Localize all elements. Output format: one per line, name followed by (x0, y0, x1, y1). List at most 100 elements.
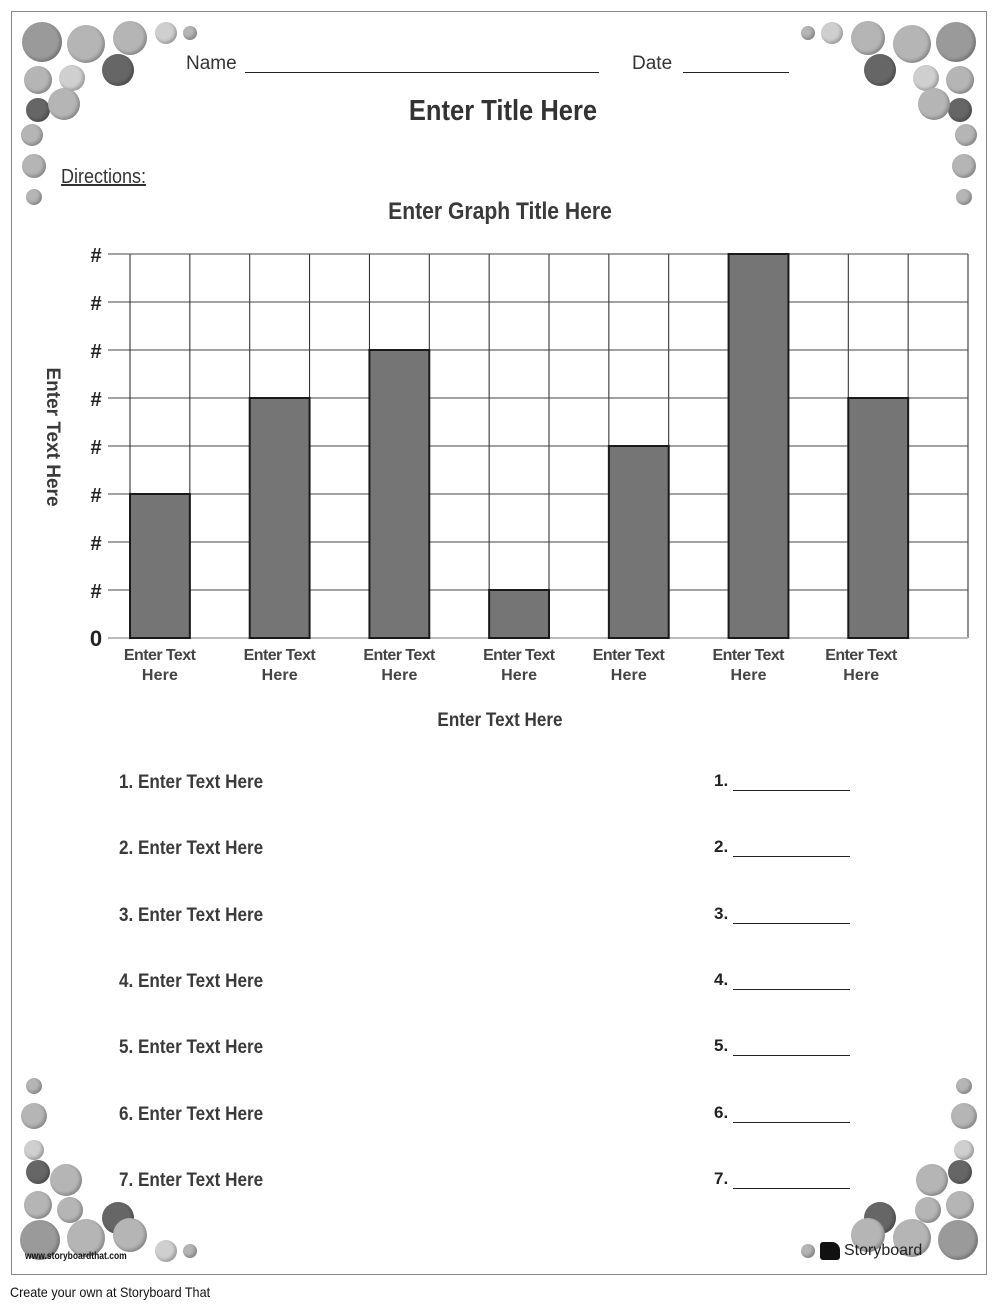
emoji-face-icon (915, 1197, 941, 1223)
y-tick-label: 0 (90, 626, 102, 651)
emoji-face-icon (21, 1103, 47, 1129)
emoji-face-icon (948, 98, 972, 122)
question-item: 2. Enter Text Here (119, 838, 264, 860)
x-tick-label: Here (843, 667, 879, 684)
emoji-face-icon (938, 1220, 978, 1260)
emoji-face-icon (113, 21, 147, 55)
question-item: 3. Enter Text Here (119, 904, 264, 926)
emoji-face-icon (954, 1140, 974, 1160)
emoji-face-icon (26, 1160, 50, 1184)
emoji-face-icon (893, 1219, 931, 1257)
emoji-face-icon (801, 1244, 815, 1258)
emoji-face-icon (26, 1078, 42, 1094)
emoji-face-icon (67, 1219, 105, 1257)
y-tick-label: # (90, 293, 101, 315)
emoji-face-icon (183, 26, 197, 40)
storyboard-logo: Storyboard (820, 1242, 922, 1260)
answer-number: 5. (714, 1036, 729, 1056)
bar (847, 397, 910, 639)
emoji-face-icon (57, 1197, 83, 1223)
emoji-face-icon (946, 1191, 974, 1219)
answer-field[interactable] (733, 856, 850, 858)
emoji-face-icon (24, 1191, 52, 1219)
emoji-face-icon (948, 1160, 972, 1184)
answer-field[interactable] (733, 922, 850, 924)
emoji-face-icon (918, 88, 950, 120)
answer-number: 2. (714, 837, 729, 857)
answer-field[interactable] (733, 1187, 850, 1189)
answer-field[interactable] (733, 1055, 850, 1057)
bar (368, 349, 431, 639)
emoji-face-icon (821, 22, 843, 44)
emoji-face-icon (951, 1103, 977, 1129)
emoji-face-icon (956, 189, 972, 205)
footer-link[interactable]: Create your own at Storyboard That (10, 1284, 211, 1300)
answer-number: 4. (714, 969, 729, 989)
emoji-face-icon (48, 88, 80, 120)
answer-number: 3. (714, 903, 729, 923)
y-tick-label: # (90, 389, 101, 411)
emoji-face-icon (155, 22, 177, 44)
x-tick-label: Here (262, 667, 298, 684)
emoji-face-icon (67, 25, 105, 63)
logo-text: Storyboard (844, 1242, 923, 1259)
directions-label: Directions: (61, 166, 147, 188)
emoji-face-icon (893, 25, 931, 63)
emoji-face-icon (864, 54, 896, 86)
y-tick-label: # (90, 437, 101, 459)
emoji-face-icon (21, 124, 43, 146)
x-tick-label: Here (381, 667, 417, 684)
emoji-face-icon (22, 154, 46, 178)
storyboard-logo-icon (820, 1242, 840, 1260)
emoji-face-icon (946, 66, 974, 94)
question-item: 6. Enter Text Here (119, 1103, 264, 1125)
emoji-face-icon (26, 189, 42, 205)
emoji-face-icon (183, 1244, 197, 1258)
y-axis-label: Enter Text Here (42, 367, 63, 507)
answer-field[interactable] (733, 790, 850, 791)
name-field[interactable] (245, 72, 599, 73)
y-tick-label: # (90, 245, 101, 267)
x-tick-label: Enter Text (713, 647, 786, 664)
bar (488, 589, 550, 639)
answer-field[interactable] (733, 988, 850, 990)
x-tick-label: Enter Text (825, 647, 898, 664)
emoji-face-icon (955, 124, 977, 146)
chart-title: Enter Graph Title Here (388, 198, 612, 225)
x-axis-label: Enter Text Here (437, 710, 563, 731)
emoji-face-icon (22, 22, 62, 62)
emoji-face-icon (102, 54, 134, 86)
emoji-face-icon (59, 65, 85, 91)
name-label: Name (186, 53, 237, 74)
x-tick-label: Enter Text (363, 647, 436, 664)
x-tick-label: Here (731, 667, 767, 684)
emoji-face-icon (26, 98, 50, 122)
page-title: Enter Title Here (408, 95, 598, 127)
emoji-face-icon (50, 1164, 82, 1196)
date-label: Date (632, 53, 673, 74)
x-tick-label: Enter Text (124, 647, 197, 664)
bar (727, 253, 790, 639)
website-url: www.storyboardthat.com (25, 1251, 127, 1262)
x-tick-label: Here (501, 667, 537, 684)
emoji-face-icon (113, 1218, 147, 1252)
x-tick-label: Enter Text (244, 647, 317, 664)
question-item: 5. Enter Text Here (119, 1037, 264, 1059)
y-tick-label: # (90, 485, 101, 507)
emoji-face-icon (24, 66, 52, 94)
bar (248, 397, 311, 639)
worksheet-border (11, 11, 987, 1275)
emoji-face-icon (936, 22, 976, 62)
x-tick-label: Here (611, 667, 647, 684)
bar (129, 493, 191, 639)
question-item: 4. Enter Text Here (119, 970, 264, 992)
emoji-face-icon (155, 1240, 177, 1262)
emoji-face-icon (851, 1218, 885, 1252)
emoji-face-icon (913, 65, 939, 91)
emoji-face-icon (24, 1140, 44, 1160)
emoji-face-icon (956, 1078, 972, 1094)
emoji-face-icon (20, 1220, 60, 1260)
answer-field[interactable] (733, 1121, 850, 1123)
answer-number: 1. (714, 771, 729, 790)
date-field[interactable] (683, 72, 789, 73)
